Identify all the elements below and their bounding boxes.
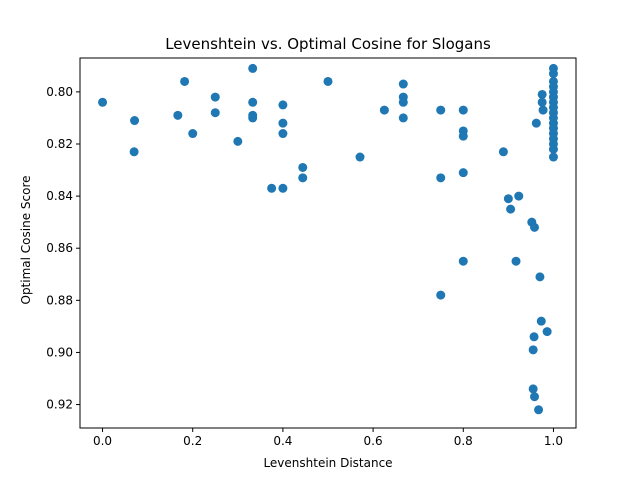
- scatter-point: [355, 152, 365, 162]
- scatter-point: [529, 332, 539, 342]
- scatter-point: [458, 105, 468, 115]
- scatter-point: [535, 272, 545, 282]
- scatter-point: [267, 183, 277, 193]
- y-tick-label: 0.84: [46, 189, 73, 203]
- y-tick-label: 0.80: [46, 85, 73, 99]
- scatter-point: [278, 118, 288, 128]
- y-tick-label: 0.82: [46, 137, 73, 151]
- scatter-point: [548, 144, 558, 154]
- scatter-point: [506, 204, 516, 214]
- y-tick-label: 0.92: [46, 398, 73, 412]
- scatter-point: [542, 327, 552, 337]
- scatter-point: [548, 69, 558, 79]
- scatter-point: [528, 345, 538, 355]
- scatter-point: [278, 183, 288, 193]
- scatter-point: [458, 131, 468, 141]
- axis-ticks: 0.0 0.2 0.4 0.6 0.8 1.0 0.80 0.82 0.84 0.86 0.88 0.…: [46, 85, 563, 448]
- scatter-point: [278, 129, 288, 139]
- scatter-point: [436, 290, 446, 300]
- scatter-point: [248, 63, 258, 73]
- scatter-point: [458, 256, 468, 266]
- scatter-point: [530, 222, 540, 232]
- plot-frame: [79, 57, 577, 429]
- scatter-point: [436, 173, 446, 183]
- scatter-point: [503, 194, 513, 204]
- scatter-point: [530, 392, 540, 402]
- scatter-point: [538, 105, 548, 115]
- scatter-point: [233, 136, 243, 146]
- scatter-point: [173, 110, 183, 120]
- scatter-point: [180, 76, 190, 86]
- scatter-point: [188, 129, 198, 139]
- scatter-point: [379, 105, 389, 115]
- x-tick-label: 0.6: [364, 434, 383, 448]
- scatter-point: [248, 97, 258, 107]
- scatter-point: [398, 113, 408, 123]
- scatter-point: [278, 100, 288, 110]
- x-tick-label: 1.0: [544, 434, 563, 448]
- chart-title: Levenshtein vs. Optimal Cosine for Sloga…: [165, 35, 491, 53]
- y-tick-label: 0.90: [46, 345, 73, 359]
- x-tick-label: 0.8: [454, 434, 473, 448]
- data-points: [98, 63, 558, 415]
- scatter-point: [436, 105, 446, 115]
- scatter-point: [398, 97, 408, 107]
- scatter-point: [298, 162, 308, 172]
- scatter-point: [498, 147, 508, 157]
- scatter-point: [537, 89, 547, 99]
- scatter-point: [531, 118, 541, 128]
- x-tick-label: 0.0: [93, 434, 112, 448]
- scatter-point: [248, 113, 258, 123]
- scatter-point: [534, 405, 544, 415]
- scatter-point: [536, 316, 546, 326]
- scatter-point: [210, 108, 220, 118]
- y-tick-label: 0.88: [46, 293, 73, 307]
- scatter-point: [528, 384, 538, 394]
- scatter-point: [398, 79, 408, 89]
- scatter-point: [129, 147, 139, 157]
- scatter-point: [511, 256, 521, 266]
- y-tick-label: 0.86: [46, 241, 73, 255]
- scatter-point: [458, 168, 468, 178]
- y-axis-label: Optimal Cosine Score: [19, 175, 33, 304]
- scatter-point: [298, 173, 308, 183]
- x-axis-label: Levenshtein Distance: [263, 456, 392, 470]
- scatter-point: [130, 116, 140, 126]
- scatter-point: [537, 97, 547, 107]
- scatter-point: [548, 152, 558, 162]
- scatter-point: [323, 76, 333, 86]
- x-tick-label: 0.4: [273, 434, 292, 448]
- scatter-point: [210, 92, 220, 102]
- scatter-point: [514, 191, 524, 201]
- x-tick-label: 0.2: [183, 434, 202, 448]
- scatter-point: [98, 97, 108, 107]
